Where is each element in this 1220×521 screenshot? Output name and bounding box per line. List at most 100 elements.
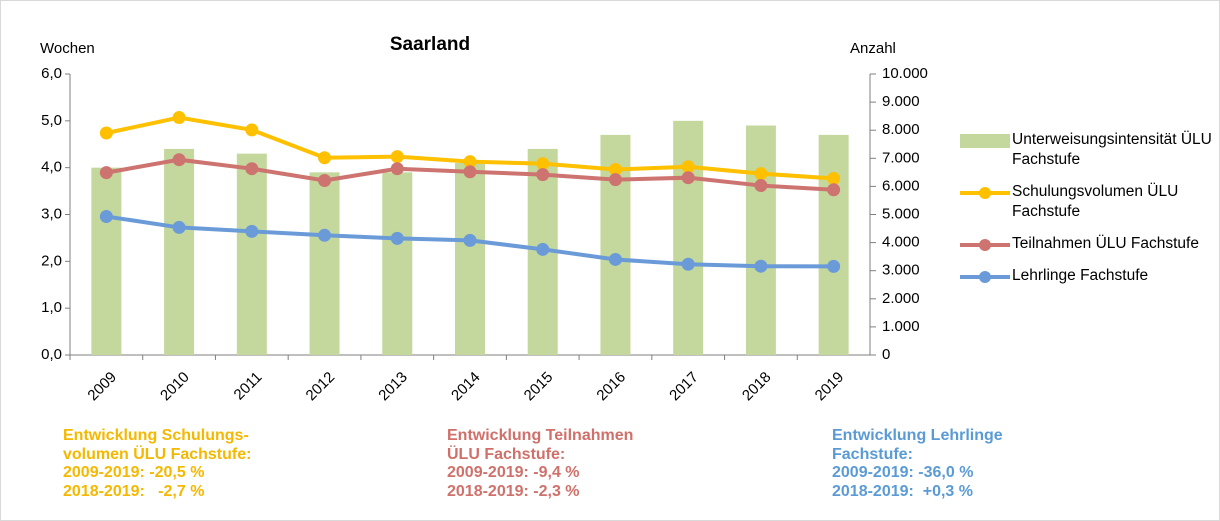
legend-label: Schulungsvolumen ÜLU Fachstufe xyxy=(1012,183,1179,220)
y-tick-label: 1,0 xyxy=(41,299,62,316)
marker xyxy=(245,224,259,238)
note-line: 2009-2019: -20,5 % xyxy=(63,464,205,481)
x-tick-label: 2009 xyxy=(84,369,120,405)
y-tick-label: 4,0 xyxy=(41,159,62,176)
marker xyxy=(608,173,622,187)
marker xyxy=(754,179,768,193)
x-tick-label: 2014 xyxy=(448,369,484,405)
y-tick-label: 3,0 xyxy=(41,205,62,222)
swatch xyxy=(960,134,1010,148)
x-tick-label: 2019 xyxy=(812,369,848,405)
note-line: 2018-2019: +0,3 % xyxy=(832,482,973,500)
legend-entry: Teilnahmen ÜLU Fachstufe xyxy=(960,234,1215,254)
note-line: 2018-2019: -2,3 % xyxy=(447,482,580,500)
note: Entwicklung Teilnahmen ÜLU Fachstufe: 2009… xyxy=(447,427,633,501)
legend-swatch xyxy=(960,134,1010,148)
marker xyxy=(536,242,550,256)
note-line: 2009-2019: -9,4 % xyxy=(447,464,580,481)
x-tick-label: 2015 xyxy=(521,369,557,405)
legend: Unterweisungsintensität ÜLU Fachstufe Sch… xyxy=(960,130,1215,294)
note-line: 2009-2019: -36,0 % xyxy=(832,464,974,481)
marker xyxy=(99,126,113,140)
y-tick-label: 6,0 xyxy=(41,65,62,82)
y-tick-label: 0,0 xyxy=(41,346,62,363)
y-tick-label: 5,0 xyxy=(41,112,62,129)
x-tick-label: 2017 xyxy=(666,369,702,405)
marker xyxy=(390,162,404,176)
marker xyxy=(754,167,768,181)
bar xyxy=(164,148,195,355)
marker xyxy=(827,259,841,273)
y2-tick-label: 2.000 xyxy=(882,290,920,307)
marker xyxy=(245,162,259,176)
marker xyxy=(463,165,477,179)
bar xyxy=(236,153,267,355)
bar xyxy=(382,172,413,355)
marker xyxy=(318,173,332,187)
marker xyxy=(536,157,550,171)
note-line: Fachstufe: xyxy=(832,445,913,463)
legend-label: Teilnahmen ÜLU Fachstufe xyxy=(1012,235,1199,252)
marker xyxy=(608,163,622,177)
marker xyxy=(390,231,404,245)
y2-tick-label: 0 xyxy=(882,346,890,363)
marker xyxy=(827,183,841,197)
y2-tick-label: 3.000 xyxy=(882,262,920,279)
note: Entwicklung Lehrlinge Fachstufe: 2009-2019… xyxy=(832,427,1003,501)
bar xyxy=(455,162,485,355)
legend-entry: Unterweisungsintensität ÜLU Fachstufe xyxy=(960,130,1215,170)
x-tick-label: 2013 xyxy=(375,369,411,405)
chart-title: Saarland xyxy=(390,34,470,55)
swatch xyxy=(979,239,991,251)
legend-swatch xyxy=(960,271,1010,283)
legend-entry: Schulungsvolumen ÜLU Fachstufe xyxy=(960,182,1215,222)
legend-swatch xyxy=(960,239,1010,251)
x-tick-label: 2016 xyxy=(593,369,629,405)
y-axis-label: Wochen xyxy=(40,40,95,57)
marker xyxy=(754,259,768,273)
x-tick-label: 2018 xyxy=(739,369,775,405)
y2-tick-label: 5.000 xyxy=(882,205,920,222)
marker xyxy=(390,150,404,164)
swatch xyxy=(979,271,991,283)
bar xyxy=(673,120,704,355)
note-line: Entwicklung Teilnahmen xyxy=(447,427,634,444)
x-tick-label: 2010 xyxy=(157,369,193,405)
note-line: ÜLU Fachstufe: xyxy=(447,445,566,463)
marker xyxy=(318,151,332,165)
marker xyxy=(681,160,695,174)
y2-axis-label: Anzahl xyxy=(850,40,896,57)
swatch xyxy=(979,187,991,199)
y-tick-label: 2,0 xyxy=(41,252,62,269)
legend-entry: Lehrlinge Fachstufe xyxy=(960,266,1215,286)
note-line: volumen ÜLU Fachstufe: xyxy=(63,445,252,463)
y2-tick-label: 1.000 xyxy=(882,318,920,335)
x-tick-label: 2011 xyxy=(231,369,266,404)
marker xyxy=(681,171,695,185)
bar xyxy=(309,172,340,355)
y2-tick-label: 6.000 xyxy=(882,177,920,194)
marker xyxy=(536,168,550,182)
y2-tick-label: 4.000 xyxy=(882,234,920,251)
marker xyxy=(318,228,332,242)
x-tick-label: 2012 xyxy=(303,369,339,405)
marker xyxy=(608,252,622,266)
marker xyxy=(172,220,186,234)
note-line: Entwicklung Lehrlinge xyxy=(832,427,1003,444)
y2-tick-label: 10.000 xyxy=(882,65,928,82)
marker xyxy=(99,209,113,223)
legend-swatch xyxy=(960,187,1010,199)
y2-tick-label: 9.000 xyxy=(882,93,920,110)
note-line: 2018-2019: -2,7 % xyxy=(63,482,205,500)
note-line: Entwicklung Schulungs- xyxy=(63,427,249,444)
bar xyxy=(91,167,122,355)
legend-label: Unterweisungsintensität ÜLU Fachstufe xyxy=(1012,131,1212,168)
marker xyxy=(172,153,186,167)
marker xyxy=(463,155,477,169)
marker xyxy=(827,172,841,186)
bar xyxy=(745,125,776,356)
marker xyxy=(99,166,113,180)
marker xyxy=(172,111,186,125)
